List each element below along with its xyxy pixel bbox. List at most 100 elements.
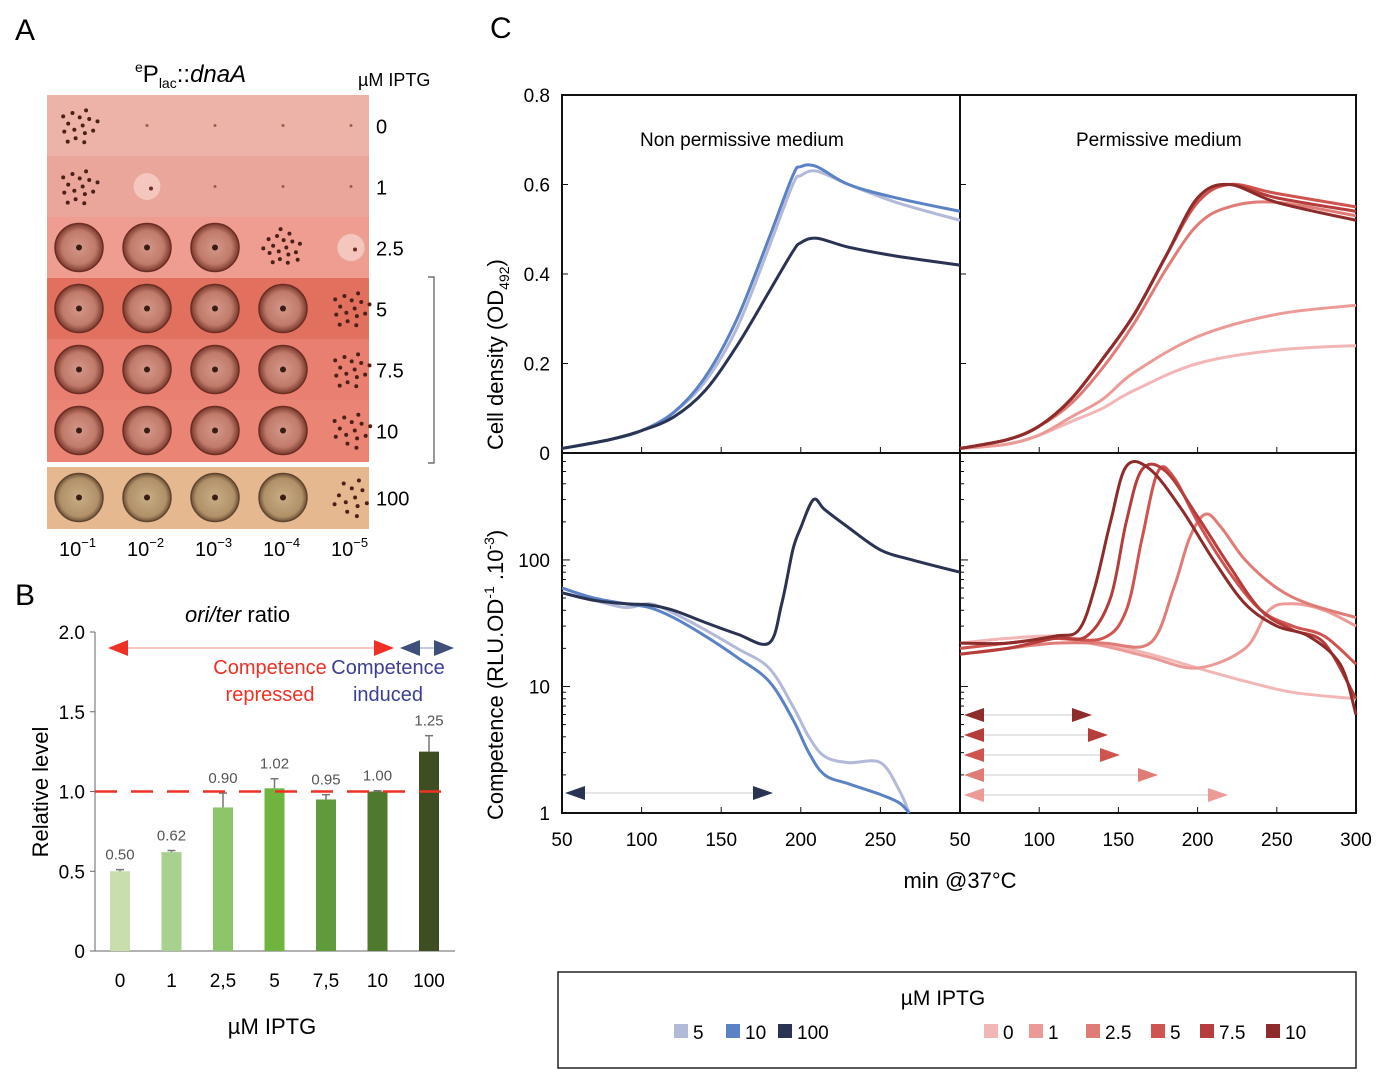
- comp-left-line-5: [561, 591, 911, 814]
- colony-dot: [345, 319, 350, 324]
- window-arrow-right-head-right: [1072, 708, 1092, 722]
- plate-row-bg: [47, 156, 369, 218]
- comp-right-line-0: [959, 634, 1357, 701]
- colony-dot: [332, 419, 337, 424]
- colony-dot: [65, 139, 70, 144]
- legend-swatch-10: [1266, 1024, 1280, 1038]
- legend-title: µM IPTG: [901, 987, 985, 1010]
- colony-dot: [285, 260, 290, 265]
- colony-dot: [341, 481, 346, 486]
- colony-dot: [345, 441, 350, 446]
- plate-row-label: 10: [376, 422, 398, 444]
- bar-value-label: 0.50: [105, 847, 134, 864]
- growth-competence-charts: 0 0.2 0.4 0.6 0.8 1 10 100 50 50 100 100 150 150 200 20…: [518, 86, 1372, 851]
- dilution-exp: −1: [81, 535, 96, 550]
- colony-dot: [87, 116, 92, 121]
- colony-dot: [333, 434, 338, 439]
- window-arrow-right-head-right: [1088, 728, 1108, 742]
- panel-a-letter: A: [15, 14, 35, 47]
- legend-label-7.5: 7.5: [1219, 1023, 1245, 1044]
- legend-box: [557, 971, 1357, 1069]
- od-ylabel-end: ): [483, 259, 508, 266]
- colony-dot: [353, 495, 358, 500]
- colony-dot: [72, 188, 77, 193]
- colony-dot: [363, 372, 368, 377]
- colony-dot: [349, 486, 354, 491]
- colony-dot: [284, 245, 289, 250]
- colony-dot: [359, 299, 364, 304]
- colony-dot: [275, 234, 280, 239]
- dilution-label: 10−1: [59, 535, 96, 561]
- colony-dot: [354, 384, 359, 389]
- colony-dot: [91, 189, 96, 194]
- dilution-base: 10: [263, 539, 285, 561]
- window-arrow-left-head-left: [565, 786, 585, 800]
- legend-label-100: 100: [797, 1023, 829, 1044]
- bar-value-label: 0.62: [157, 828, 186, 845]
- colony-dot: [77, 115, 82, 120]
- panel-a-title-p: P: [143, 61, 159, 88]
- xtick-label: 200: [785, 830, 817, 851]
- od-ytick-label: 0.8: [524, 86, 550, 107]
- bar-0: [110, 871, 130, 951]
- colony-dot: [334, 312, 339, 317]
- colony-center: [76, 305, 82, 312]
- bar-value-label: 1.02: [260, 756, 289, 773]
- colony-dot: [360, 488, 365, 493]
- colony-dot: [73, 197, 78, 202]
- colony-dot: [62, 190, 67, 195]
- colony-center: [280, 366, 286, 373]
- od-y-axis-label: Cell density (OD492): [483, 259, 512, 450]
- comp-left-line-100: [561, 497, 961, 646]
- od-right-line-2.5: [959, 200, 1357, 450]
- bar-value-label: 1.00: [363, 768, 392, 785]
- colony-dot: [266, 237, 271, 242]
- colony-dot: [84, 169, 89, 174]
- od-ytick-label: 0.4: [524, 265, 551, 286]
- legend-label-1: 1: [1048, 1023, 1059, 1044]
- colony-dot: [80, 123, 85, 128]
- bar-1: [161, 852, 182, 951]
- colony-dot: [355, 436, 360, 441]
- od-ylabel-sub: 492: [496, 266, 512, 290]
- colony-dot: [342, 293, 347, 298]
- b-ytick-label: 0: [74, 942, 85, 963]
- colony-dot: [87, 177, 92, 182]
- colony-center: [280, 427, 286, 434]
- panel-a-title-sub: lac: [159, 75, 177, 91]
- legend-swatch-1: [1029, 1024, 1043, 1038]
- colony-center: [144, 305, 150, 312]
- colony-dot: [353, 247, 357, 252]
- colony-dot: [95, 180, 100, 185]
- colony-dot: [354, 445, 359, 450]
- bar-value-label: 0.90: [208, 770, 237, 787]
- colony-center: [212, 494, 218, 501]
- b-ytick-label: 2.0: [59, 623, 85, 644]
- bar-10: [367, 791, 388, 951]
- b-ytick-label: 0.5: [59, 862, 85, 883]
- window-arrow-right-head-right: [1100, 748, 1120, 762]
- colony-dot: [354, 375, 359, 380]
- colony-dot: [70, 171, 75, 176]
- colony-dot: [345, 380, 350, 385]
- b-ytick-label: 1.0: [59, 783, 85, 804]
- colony-dot: [367, 302, 372, 307]
- b-xtick-label: 100: [413, 971, 445, 992]
- colony-dot: [337, 322, 342, 327]
- od-ylabel-main: Cell density (OD: [483, 290, 508, 450]
- panel-a-title-sep: ::: [177, 61, 190, 88]
- comp-ytick-label: 100: [518, 551, 550, 572]
- colony-dot: [364, 501, 369, 506]
- bar-chart: 0 0.5 1.0 1.5 2.0 Relative level 0.50 0 0.62 1 0.9…: [28, 623, 455, 1039]
- competence-repressed-line1: Competence: [213, 657, 326, 679]
- panel-b-letter: B: [15, 579, 35, 612]
- colony-center: [212, 244, 218, 251]
- b-ytick-label: 1.5: [59, 703, 85, 724]
- bar-value-label: 1.25: [414, 713, 443, 730]
- colony-center: [212, 427, 218, 434]
- b-xtick-label: 2,5: [210, 971, 236, 992]
- colony-dot: [342, 415, 347, 420]
- xtick-label: 100: [626, 830, 658, 851]
- comp-ylabel-end: ): [483, 530, 508, 537]
